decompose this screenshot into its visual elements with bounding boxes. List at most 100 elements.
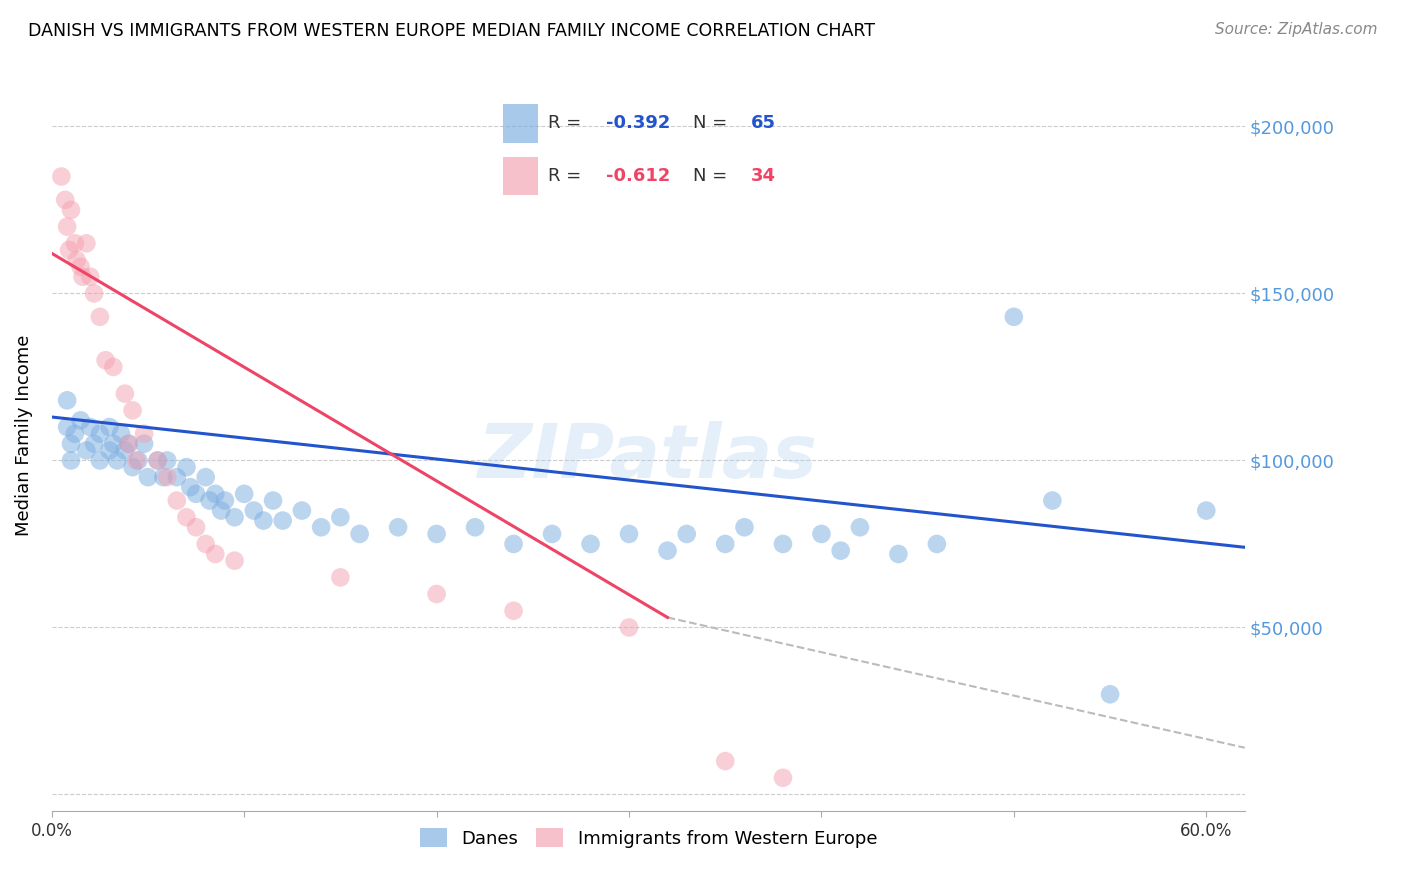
Point: [426, 527, 449, 541]
Point: [156, 453, 179, 467]
Point: [63, 236, 86, 251]
Point: [83, 436, 105, 450]
Point: [132, 436, 155, 450]
Point: [75, 443, 97, 458]
Point: [132, 426, 155, 441]
Point: [176, 460, 198, 475]
Point: [733, 520, 755, 534]
Point: [56, 420, 79, 434]
Point: [579, 537, 602, 551]
Point: [224, 554, 246, 568]
Point: [121, 403, 143, 417]
Point: [72, 269, 94, 284]
Point: [125, 453, 148, 467]
Point: [103, 359, 125, 374]
Point: [772, 537, 794, 551]
Point: [75, 236, 97, 251]
Point: [136, 470, 159, 484]
Point: [1099, 687, 1122, 701]
Point: [121, 460, 143, 475]
Point: [94, 353, 117, 368]
Point: [146, 453, 169, 467]
Point: [204, 547, 226, 561]
Point: [309, 520, 332, 534]
Point: [426, 587, 449, 601]
Point: [66, 253, 89, 268]
Legend: Danes, Immigrants from Western Europe: Danes, Immigrants from Western Europe: [412, 821, 884, 855]
Point: [329, 510, 352, 524]
Point: [63, 426, 86, 441]
Point: [387, 520, 409, 534]
Point: [617, 620, 640, 634]
Point: [541, 527, 564, 541]
Point: [118, 436, 141, 450]
Point: [464, 520, 486, 534]
Point: [329, 570, 352, 584]
Point: [209, 503, 232, 517]
Point: [146, 453, 169, 467]
Point: [204, 487, 226, 501]
Point: [156, 470, 179, 484]
Point: [69, 413, 91, 427]
Point: [224, 510, 246, 524]
Point: [103, 436, 125, 450]
Point: [810, 527, 832, 541]
Point: [166, 470, 188, 484]
Point: [127, 453, 149, 467]
Point: [1040, 493, 1063, 508]
Point: [59, 436, 82, 450]
Point: [184, 520, 207, 534]
Point: [714, 537, 737, 551]
Point: [59, 453, 82, 467]
Point: [89, 310, 111, 324]
Point: [53, 193, 76, 207]
Point: [56, 393, 79, 408]
Point: [262, 493, 284, 508]
Point: [98, 443, 121, 458]
Point: [152, 470, 174, 484]
Point: [772, 771, 794, 785]
Point: [271, 514, 294, 528]
Point: [1002, 310, 1025, 324]
Point: [214, 493, 236, 508]
Point: [176, 510, 198, 524]
Point: [675, 527, 697, 541]
Point: [291, 503, 314, 517]
Point: [1195, 503, 1218, 517]
Point: [252, 514, 274, 528]
Point: [114, 443, 136, 458]
Point: [502, 537, 524, 551]
Point: [105, 453, 128, 467]
Point: [89, 426, 111, 441]
Point: [98, 420, 121, 434]
Point: [110, 426, 132, 441]
Point: [51, 169, 73, 184]
Point: [714, 754, 737, 768]
Point: [184, 487, 207, 501]
Point: [89, 453, 111, 467]
Point: [194, 537, 217, 551]
Point: [925, 537, 948, 551]
Point: [830, 543, 852, 558]
Point: [83, 286, 105, 301]
Y-axis label: Median Family Income: Median Family Income: [15, 334, 32, 536]
Point: [194, 470, 217, 484]
Point: [59, 202, 82, 217]
Text: Source: ZipAtlas.com: Source: ZipAtlas.com: [1215, 22, 1378, 37]
Point: [166, 493, 188, 508]
Text: DANISH VS IMMIGRANTS FROM WESTERN EUROPE MEDIAN FAMILY INCOME CORRELATION CHART: DANISH VS IMMIGRANTS FROM WESTERN EUROPE…: [28, 22, 875, 40]
Point: [56, 219, 79, 234]
Point: [849, 520, 872, 534]
Point: [118, 436, 141, 450]
Point: [79, 420, 101, 434]
Point: [233, 487, 256, 501]
Point: [79, 269, 101, 284]
Point: [502, 604, 524, 618]
Point: [179, 480, 201, 494]
Text: ZIPatlas: ZIPatlas: [478, 421, 818, 494]
Point: [657, 543, 679, 558]
Point: [887, 547, 910, 561]
Point: [243, 503, 266, 517]
Point: [349, 527, 371, 541]
Point: [198, 493, 221, 508]
